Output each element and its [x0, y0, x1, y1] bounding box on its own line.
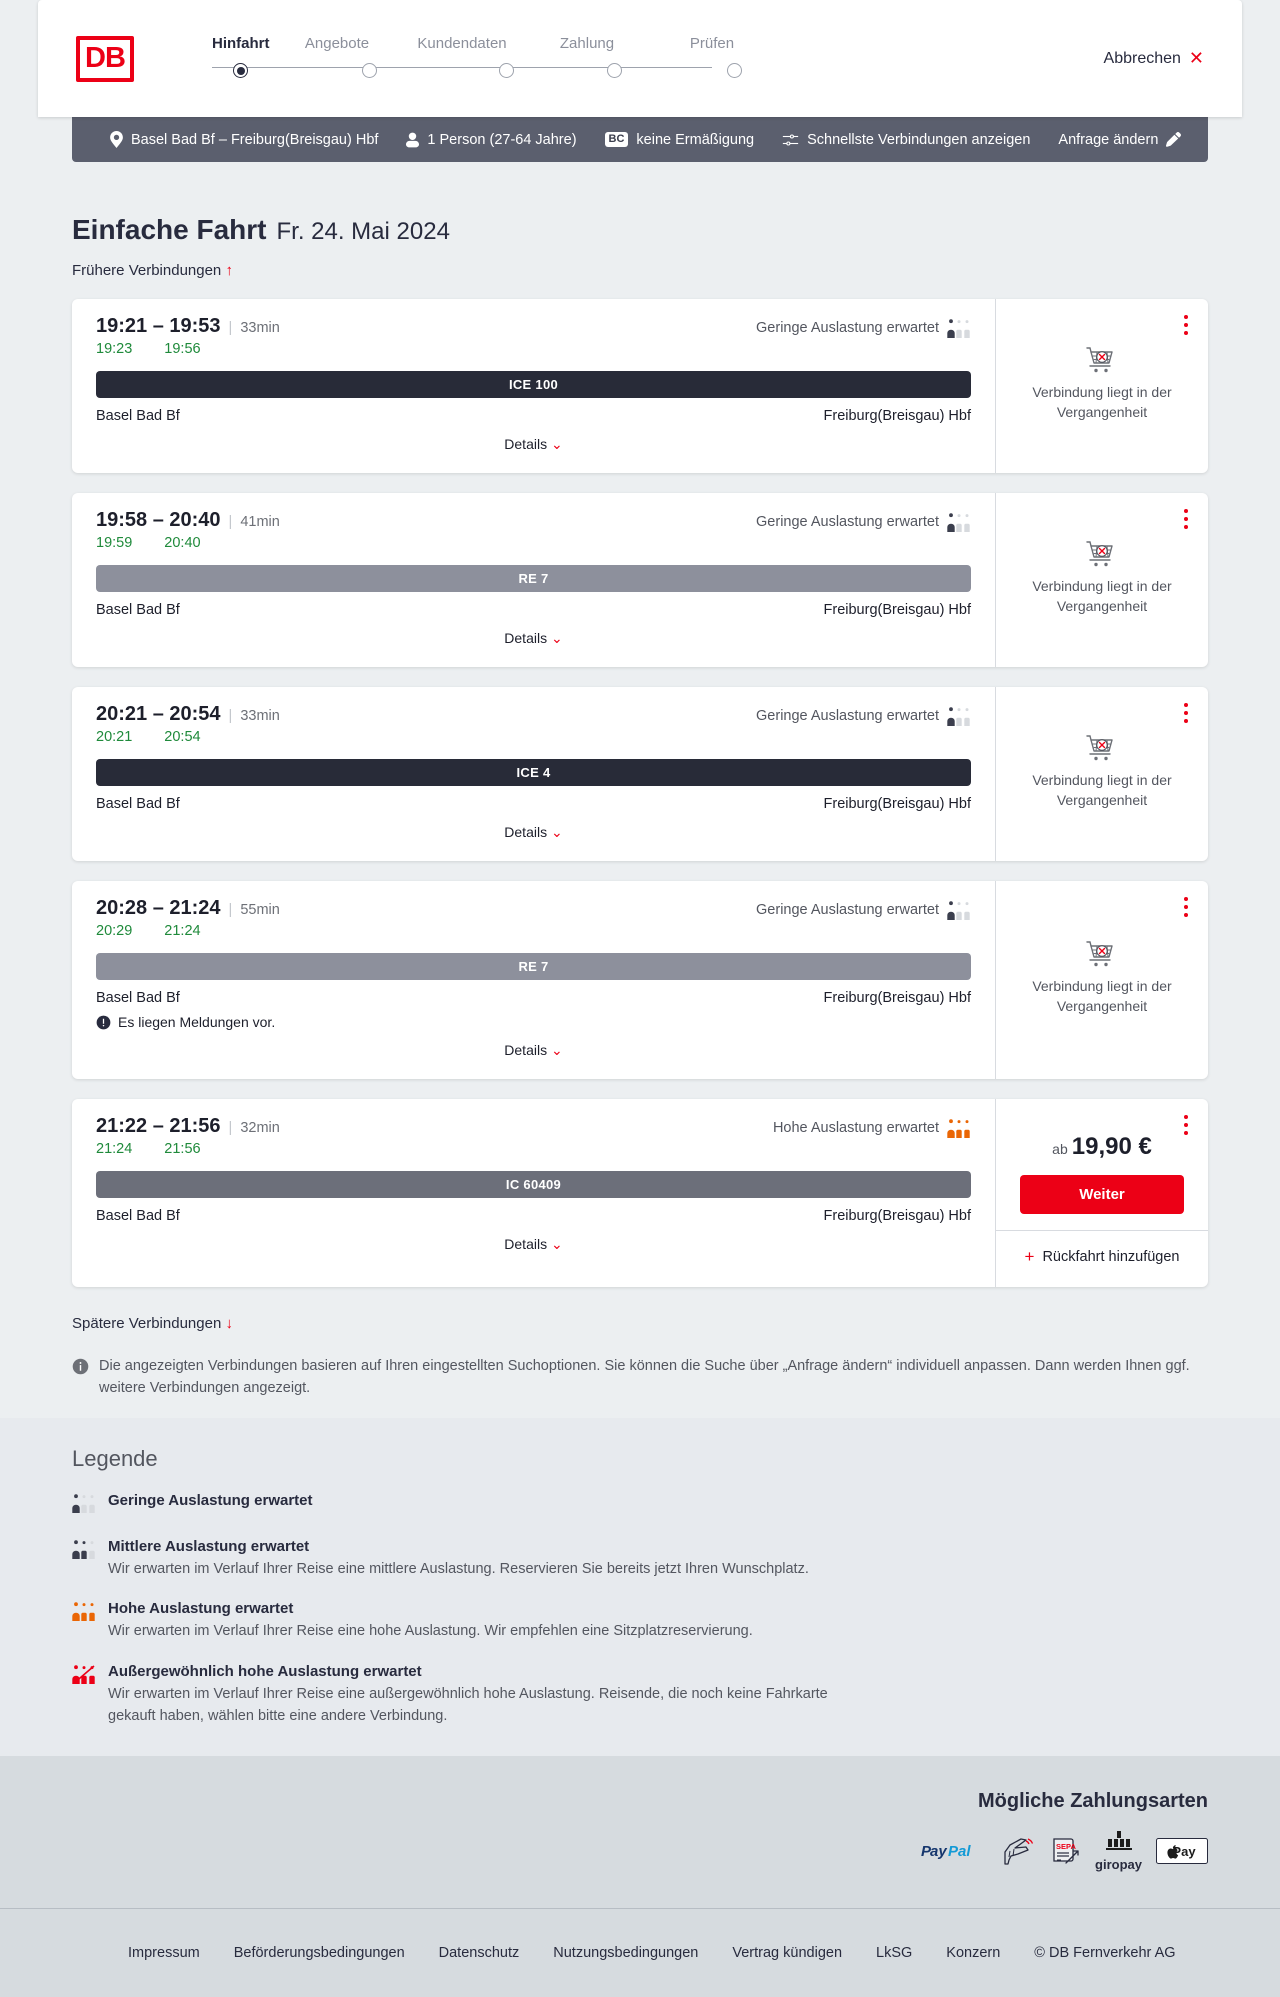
svg-text:Pal: Pal [948, 1843, 971, 1860]
svg-text:SEPA: SEPA [1056, 1842, 1076, 1851]
svg-text:ay: ay [930, 1843, 947, 1860]
svg-text:Pay: Pay [1172, 1844, 1196, 1859]
